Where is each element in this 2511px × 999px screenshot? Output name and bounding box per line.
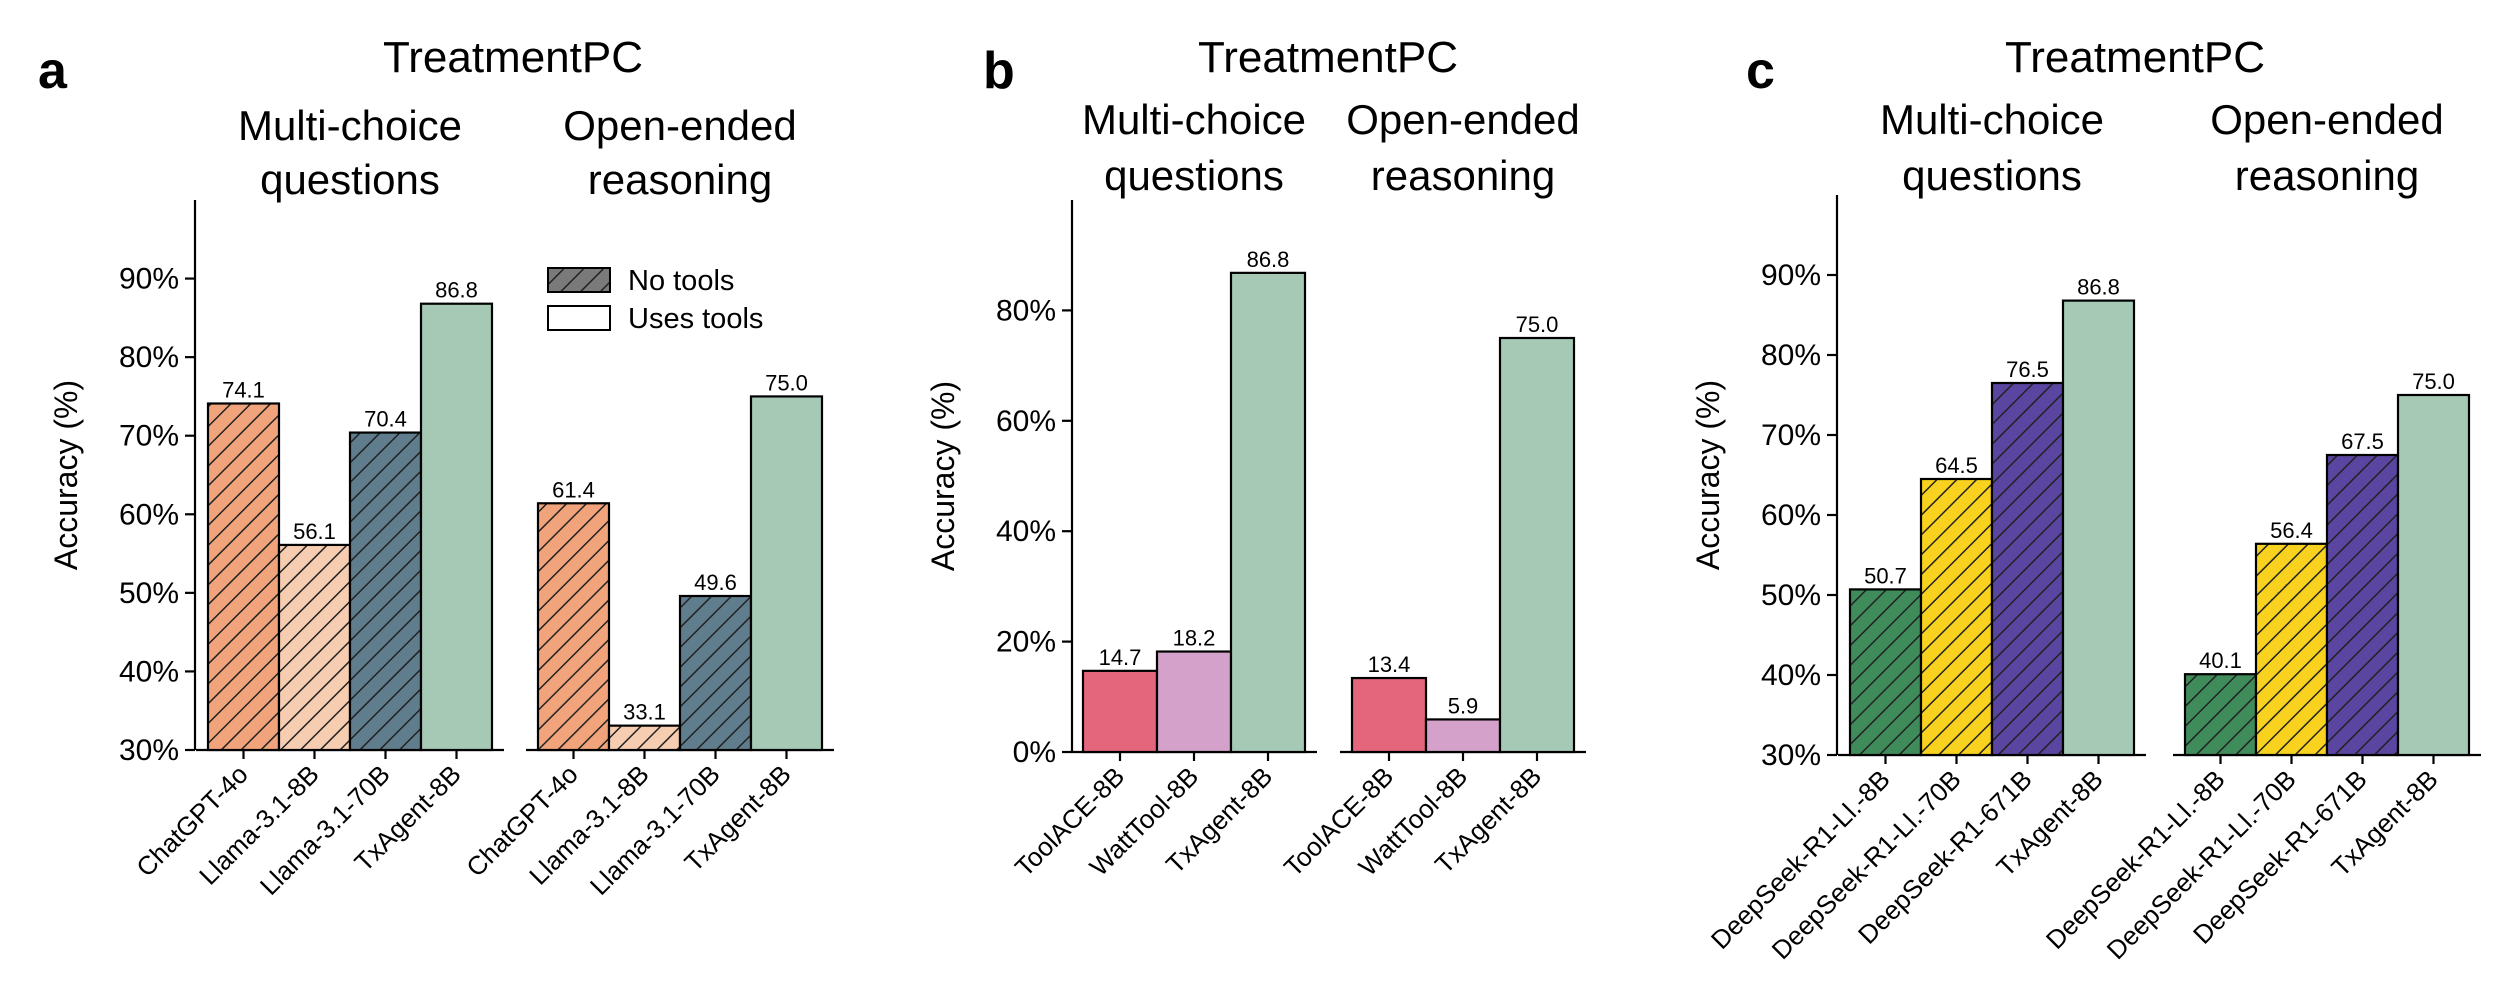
group-title: questions: [260, 156, 440, 203]
data-label: 75.0: [765, 370, 808, 395]
data-label: 86.8: [435, 278, 478, 303]
data-label: 49.6: [694, 570, 737, 595]
data-label: 56.1: [293, 519, 336, 544]
y-tick-label: 20%: [996, 626, 1056, 659]
legend-swatch-outline: [547, 267, 611, 293]
group-title: Multi-choice: [238, 102, 462, 149]
legend-label-uses-tools: Uses tools: [628, 303, 763, 335]
data-label: 64.5: [1935, 453, 1978, 478]
y-tick-label: 30%: [1761, 739, 1821, 772]
data-label: 61.4: [552, 477, 595, 502]
y-tick-label: 60%: [996, 405, 1056, 438]
panel-letter: c: [1746, 42, 1775, 100]
data-label: 50.7: [1864, 563, 1907, 588]
y-tick-label: 90%: [1761, 259, 1821, 292]
bar-hatch: [350, 432, 421, 750]
group-title: reasoning: [2235, 152, 2419, 199]
panel-a: a TreatmentPC 30% 40% 50% 60% 70% 80% 90% Accurac…: [38, 33, 834, 901]
bar-hatch: [1850, 589, 1921, 755]
bar-hatch: [538, 503, 609, 750]
bar: [1231, 272, 1305, 752]
bar-hatch: [2185, 674, 2256, 755]
y-tick-label: 90%: [119, 263, 179, 296]
bar-hatch: [2256, 543, 2327, 755]
group-title: questions: [1104, 152, 1284, 199]
data-label: 86.8: [1247, 247, 1290, 272]
data-label: 74.1: [222, 378, 265, 403]
panel-letter: a: [38, 42, 68, 100]
panel-letter: b: [983, 42, 1015, 100]
bar: [1500, 338, 1574, 752]
group-title: questions: [1902, 152, 2082, 199]
y-tick-label: 70%: [119, 420, 179, 453]
data-label: 67.5: [2341, 429, 2384, 454]
bar: [1352, 678, 1426, 752]
y-tick-label: 40%: [1761, 659, 1821, 692]
panel-title: TreatmentPC: [2005, 33, 2265, 82]
bar: [421, 303, 492, 750]
legend-swatch-uses-tools: [547, 305, 611, 331]
bar-hatch: [208, 403, 279, 750]
legend-label-no-tools: No tools: [628, 265, 734, 297]
y-tick-label: 60%: [119, 498, 179, 531]
bar-hatch: [2327, 455, 2398, 755]
y-tick-label: 80%: [119, 341, 179, 374]
bar: [1083, 670, 1157, 752]
bar-hatch: [279, 544, 350, 750]
group-title: Open-ended: [1346, 96, 1580, 143]
data-label: 5.9: [1448, 693, 1479, 718]
panel-title: TreatmentPC: [383, 33, 643, 82]
bar-hatch: [1992, 383, 2063, 755]
y-axis-label: Accuracy (%): [1690, 380, 1726, 570]
bar: [2398, 395, 2469, 755]
y-tick-label: 50%: [1761, 579, 1821, 612]
data-label: 75.0: [1516, 312, 1559, 337]
y-tick-label: 30%: [119, 734, 179, 767]
group-title: Open-ended: [2210, 96, 2444, 143]
panel-c: c TreatmentPC 30% 40% 50% 60% 70% 80% 90% Accurac…: [1690, 33, 2481, 965]
y-tick-label: 70%: [1761, 419, 1821, 452]
y-tick-label: 40%: [119, 655, 179, 688]
data-label: 76.5: [2006, 357, 2049, 382]
y-tick-label: 50%: [119, 577, 179, 610]
panel-title: TreatmentPC: [1198, 33, 1458, 82]
group-title: reasoning: [1371, 152, 1555, 199]
data-label: 18.2: [1173, 626, 1216, 651]
y-axis-label: Accuracy (%): [48, 380, 84, 570]
y-tick-label: 40%: [996, 515, 1056, 548]
bar: [751, 396, 822, 750]
data-label: 40.1: [2199, 648, 2242, 673]
data-label: 86.8: [2077, 275, 2120, 300]
group-title: reasoning: [588, 156, 772, 203]
data-label: 14.7: [1099, 645, 1142, 670]
panel-b: b TreatmentPC 0% 20% 40% 60% 80% Accuracy (%) Mu…: [925, 33, 1586, 882]
y-tick-label: 80%: [1761, 339, 1821, 372]
legend-swatch-hatch: [548, 268, 610, 292]
bar: [2063, 300, 2134, 755]
y-tick-label: 0%: [1013, 736, 1056, 769]
bar-hatch: [680, 596, 751, 750]
bar: [1157, 651, 1231, 752]
data-label: 75.0: [2412, 369, 2455, 394]
bar-hatch: [609, 725, 680, 750]
data-label: 56.4: [2270, 518, 2313, 543]
data-label: 70.4: [364, 407, 407, 432]
bar-hatch: [1921, 479, 1992, 755]
y-axis-label: Accuracy (%): [925, 381, 961, 571]
bar: [1426, 719, 1500, 752]
group-title: Multi-choice: [1082, 96, 1306, 143]
data-label: 13.4: [1368, 652, 1411, 677]
group-title: Multi-choice: [1880, 96, 2104, 143]
y-tick-label: 60%: [1761, 499, 1821, 532]
data-label: 33.1: [623, 700, 666, 725]
group-title: Open-ended: [563, 102, 797, 149]
y-tick-label: 80%: [996, 294, 1056, 327]
